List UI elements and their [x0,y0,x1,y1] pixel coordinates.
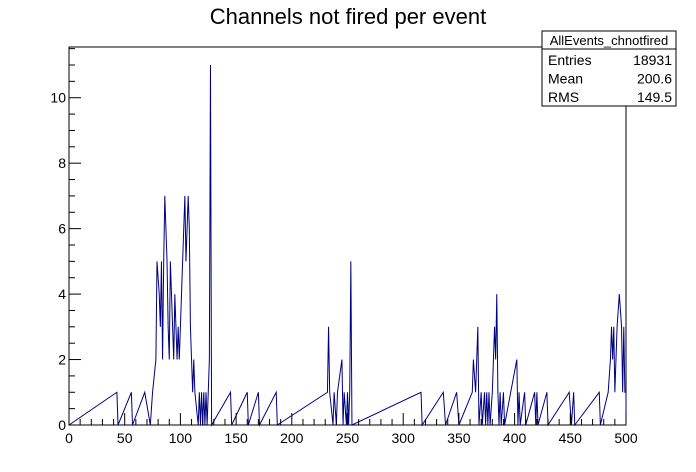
y-tick-label: 6 [58,221,66,237]
histogram-bin [341,392,342,425]
y-axis: 0 2 4 6 8 10 [50,48,81,433]
histogram-bin [340,392,341,425]
x-axis: 0 50 100 150 200 250 300 350 400 450 500 [65,413,638,446]
y-tick-label: 0 [58,417,66,433]
histogram-bin [187,229,188,425]
histogram-bin [180,327,181,425]
histogram-bin [163,360,164,425]
histogram-bin [616,360,617,425]
histogram-bin [160,327,161,425]
stats-entries-label: Entries [548,52,592,68]
histogram-bin [472,392,473,425]
x-tick-label: 250 [336,430,360,446]
stats-rms-label: RMS [548,89,579,105]
histogram-bin [155,392,156,425]
histogram-bin [177,360,178,425]
histogram-bin [608,392,609,425]
x-tick-label: 300 [392,430,416,446]
histogram-bin [493,360,494,425]
y-tick-label: 8 [58,155,66,171]
x-tick-label: 450 [559,430,583,446]
histogram-bin [182,327,183,425]
x-tick-label: 350 [447,430,471,446]
histogram-bin [193,392,194,425]
stats-entries-value: 18931 [633,52,672,68]
x-tick-label: 200 [280,430,304,446]
histogram-bin [476,392,477,425]
x-tick-label: 50 [117,430,133,446]
histogram-bin [610,360,611,425]
histogram-bin [154,392,155,425]
histogram-bin [618,327,619,425]
stats-box-name: AllEvents_chnotfired [550,33,669,48]
histogram-bin [186,261,187,425]
histogram-bin [183,327,184,425]
x-tick-label: 150 [224,430,248,446]
histogram-bin [496,360,497,425]
histogram-bin [169,360,170,425]
x-tick-label: 0 [65,430,73,446]
x-tick-label: 400 [503,430,527,446]
histogram-bin [623,392,624,425]
y-tick-label: 10 [50,90,66,106]
histogram-bin [153,392,154,425]
histogram-bin [609,392,610,425]
y-tick-label: 2 [58,352,66,368]
x-tick-label: 100 [169,430,193,446]
stats-box: AllEvents_chnotfired Entries 18931 Mean … [541,30,677,107]
histogram-bin [327,392,328,425]
histogram-bin [477,360,478,425]
stats-mean-value: 200.6 [637,71,672,87]
histogram-bin [174,360,175,425]
histogram-bin [613,360,614,425]
x-tick-label: 500 [614,430,638,446]
histogram-bin [617,327,618,425]
stats-mean-label: Mean [548,71,583,87]
stats-box-frame [541,30,677,107]
histogram-bin [184,229,185,425]
histogram-bin [209,360,210,425]
stats-rms-value: 149.5 [637,89,672,105]
y-tick-label: 4 [58,286,66,302]
histogram-outline [68,64,627,427]
histogram-bin [156,360,157,425]
histogram-bin [339,392,340,425]
chart-title: Channels not fired per event [210,4,486,29]
